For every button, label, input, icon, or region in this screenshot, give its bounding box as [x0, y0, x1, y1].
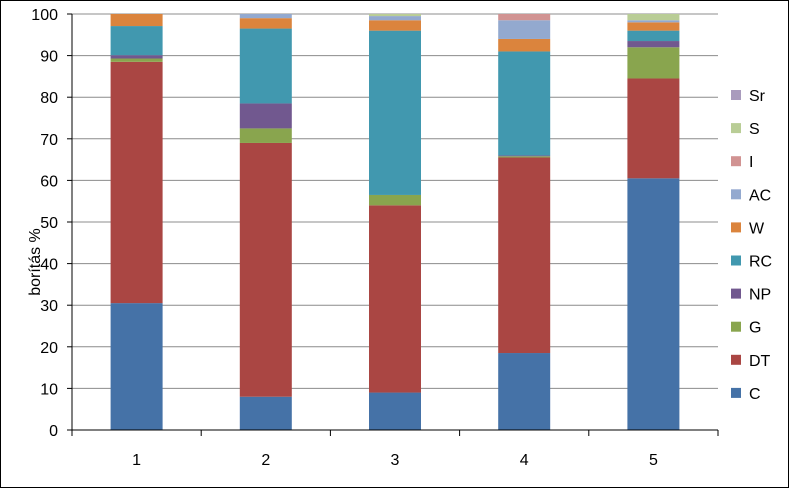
y-tick-label: 70: [40, 132, 58, 149]
bar-segment-w-3: [369, 20, 421, 31]
bar-segment-rc-2: [239, 28, 292, 104]
bar-segment-w-5: [627, 22, 680, 31]
bar-segment-np-5: [627, 41, 680, 48]
bar-segment-g-2: [239, 128, 292, 143]
legend-label-np: NP: [749, 287, 771, 304]
legend-label-ac: AC: [749, 187, 771, 204]
bar-segment-rc-5: [627, 30, 680, 42]
bars: [110, 14, 680, 430]
y-axis-label: borítás %: [27, 228, 44, 296]
bar-segment-dt-5: [627, 78, 680, 179]
x-tick-label: 1: [132, 452, 141, 469]
legend-swatch-np: [731, 288, 741, 299]
legend-label-sr: Sr: [749, 88, 766, 105]
bar-segment-np-4: [498, 155, 551, 157]
x-tick-label: 4: [520, 452, 529, 469]
y-tick-label: 100: [31, 7, 58, 24]
legend-label-g: G: [749, 320, 761, 337]
bar-segment-rc-3: [369, 30, 421, 195]
legend: Sr SI AC W RC NP G DT C: [731, 88, 772, 403]
legend-swatch-rc: [731, 255, 741, 266]
legend-swatch-sr: [731, 90, 741, 100]
y-tick-label: 0: [49, 423, 58, 440]
x-tick-label: 2: [261, 452, 270, 469]
y-tick-label: 20: [40, 340, 58, 357]
bar-segment-c-1: [110, 303, 163, 430]
legend-label-dt: DT: [749, 353, 771, 370]
legend-label-rc: RC: [749, 254, 772, 271]
bar-segment-np-2: [239, 103, 292, 129]
y-tick-label: 90: [40, 49, 58, 66]
legend-swatch-g: [731, 321, 741, 332]
legend-label-i: I: [749, 154, 753, 171]
bar-segment-rc-1: [110, 26, 163, 56]
y-tick-label: 30: [40, 298, 58, 315]
bar-segment-s-3: [369, 14, 421, 17]
bar-segment-c-3: [369, 392, 421, 430]
y-tick-label: 40: [40, 257, 58, 274]
y-tick-labels: 0 10 20 30 40 50 60 70 80 90 100: [31, 7, 72, 440]
bar-segment-ac-3: [369, 16, 421, 21]
y-tick-label: 50: [40, 215, 58, 232]
bar-segment-g-3: [369, 194, 421, 206]
x-tick-label: 5: [649, 452, 658, 469]
bar-segment-w-1: [110, 14, 163, 27]
bar-segment-g-4: [498, 156, 551, 158]
bar-segment-c-5: [627, 178, 680, 430]
legend-swatch-dt: [731, 354, 741, 365]
bar-segment-dt-4: [498, 157, 551, 354]
bar-segment-s-5: [627, 14, 680, 21]
y-tick-label: 60: [40, 173, 58, 190]
bar-segment-np-1: [110, 55, 163, 59]
legend-swatch-c: [731, 387, 741, 398]
legend-label-c: C: [749, 386, 761, 403]
legend-swatch-ac: [731, 189, 741, 200]
bar-segment-ac-5: [627, 20, 680, 23]
bar-segment-dt-1: [110, 61, 163, 304]
legend-swatch-i: [731, 156, 741, 167]
bar-segment-c-4: [498, 353, 551, 430]
bar-segment-w-2: [239, 18, 292, 29]
y-tick-label: 80: [40, 90, 58, 107]
bar-segment-w-4: [498, 38, 551, 52]
legend-label-w: W: [749, 220, 765, 237]
bar-segment-i-4: [498, 14, 551, 21]
bar-segment-g-1: [110, 58, 163, 62]
bar-segment-dt-2: [239, 142, 292, 397]
legend-label-s: S: [749, 121, 760, 138]
y-tick-label: 10: [40, 381, 58, 398]
bar-segment-ac-4: [498, 20, 551, 39]
bar-segment-rc-4: [498, 51, 551, 156]
bar-segment-g-5: [627, 47, 680, 79]
bar-segment-c-2: [239, 396, 292, 430]
legend-swatch-s: [731, 123, 741, 134]
bar-segment-ac-2: [239, 14, 292, 19]
bar-segment-dt-3: [369, 205, 421, 393]
x-tick-label: 3: [391, 452, 400, 469]
x-tick-labels: 1 2 3 4 5: [132, 452, 658, 469]
legend-swatch-w: [731, 222, 741, 233]
